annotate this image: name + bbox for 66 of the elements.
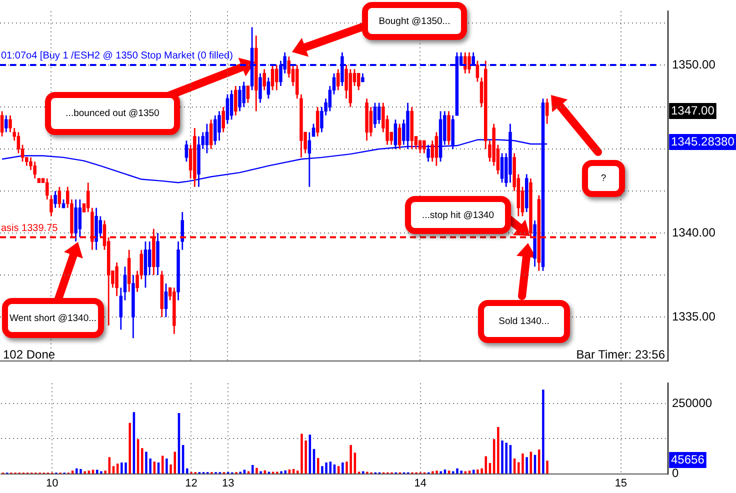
candlestick: [37, 178, 41, 184]
bar: [252, 465, 254, 474]
y-tick-label: 1340.00: [672, 225, 716, 240]
bar: [96, 470, 98, 474]
annotation: Bar Timer: 23:56: [576, 347, 666, 362]
bar: [546, 460, 548, 474]
text: 1345.28380: [671, 134, 735, 148]
bar: [456, 468, 458, 474]
bar: [440, 471, 442, 474]
x-tick-label: 10: [46, 477, 58, 490]
bar: [247, 471, 250, 474]
bar: [460, 470, 462, 474]
bar: [124, 462, 127, 474]
y-tick-label: 0: [672, 466, 679, 480]
bar: [145, 452, 148, 474]
callout-box: Went short @1340...: [2, 298, 104, 338]
bar: [432, 471, 434, 474]
bar: [522, 453, 524, 474]
callout-box: ...stop hit @1340: [405, 196, 511, 234]
bar: [300, 434, 303, 474]
bar: [497, 427, 500, 474]
callout-box: Sold 1340...: [478, 300, 570, 343]
bar: [321, 466, 324, 474]
bar: [542, 390, 544, 474]
callout-box: ?: [582, 160, 625, 197]
bar: [186, 468, 188, 474]
text: 1347.00: [671, 103, 715, 118]
bar: [284, 470, 286, 474]
bar: [76, 468, 78, 474]
bar: [436, 470, 438, 474]
bar: [84, 471, 86, 474]
y-tick-label: 1350.00: [672, 57, 716, 72]
bar: [480, 468, 483, 474]
bar: [526, 457, 528, 474]
ref-line-label: 01:07o4 [Buy 1 /ESH2 @ 1350 Stop Market (0 filled): [1, 50, 233, 62]
bar: [501, 440, 504, 474]
annotation: 102 Done: [3, 347, 56, 362]
x-tick-label: 12: [185, 477, 198, 490]
callout-box: Bought @1350...: [362, 2, 467, 40]
y-tick-label: 1335.00: [672, 309, 716, 324]
bar: [260, 471, 262, 474]
text: 45656: [671, 452, 705, 466]
bar: [104, 470, 106, 474]
bar: [120, 462, 123, 474]
x-tick-label: 14: [414, 477, 427, 490]
bar: [342, 462, 344, 474]
bar: [141, 448, 144, 474]
bar: [166, 458, 168, 474]
bar: [505, 442, 508, 474]
bar: [256, 468, 258, 474]
bar: [452, 471, 454, 474]
bar: [128, 422, 131, 474]
x-tick-label: 15: [614, 477, 628, 490]
callout-box: ...bounced out @1350: [45, 92, 180, 135]
bar: [325, 462, 328, 474]
bar: [174, 452, 176, 474]
bar: [464, 471, 467, 474]
bar: [80, 468, 82, 474]
bar: [350, 445, 352, 474]
bar: [280, 471, 282, 474]
bar: [100, 471, 102, 474]
bar: [476, 470, 479, 474]
y-tick-label: 250000: [672, 396, 712, 410]
ref-line-label: asis 1339.75: [1, 223, 58, 234]
x-tick-label: 13: [222, 477, 234, 490]
bar: [362, 471, 364, 474]
